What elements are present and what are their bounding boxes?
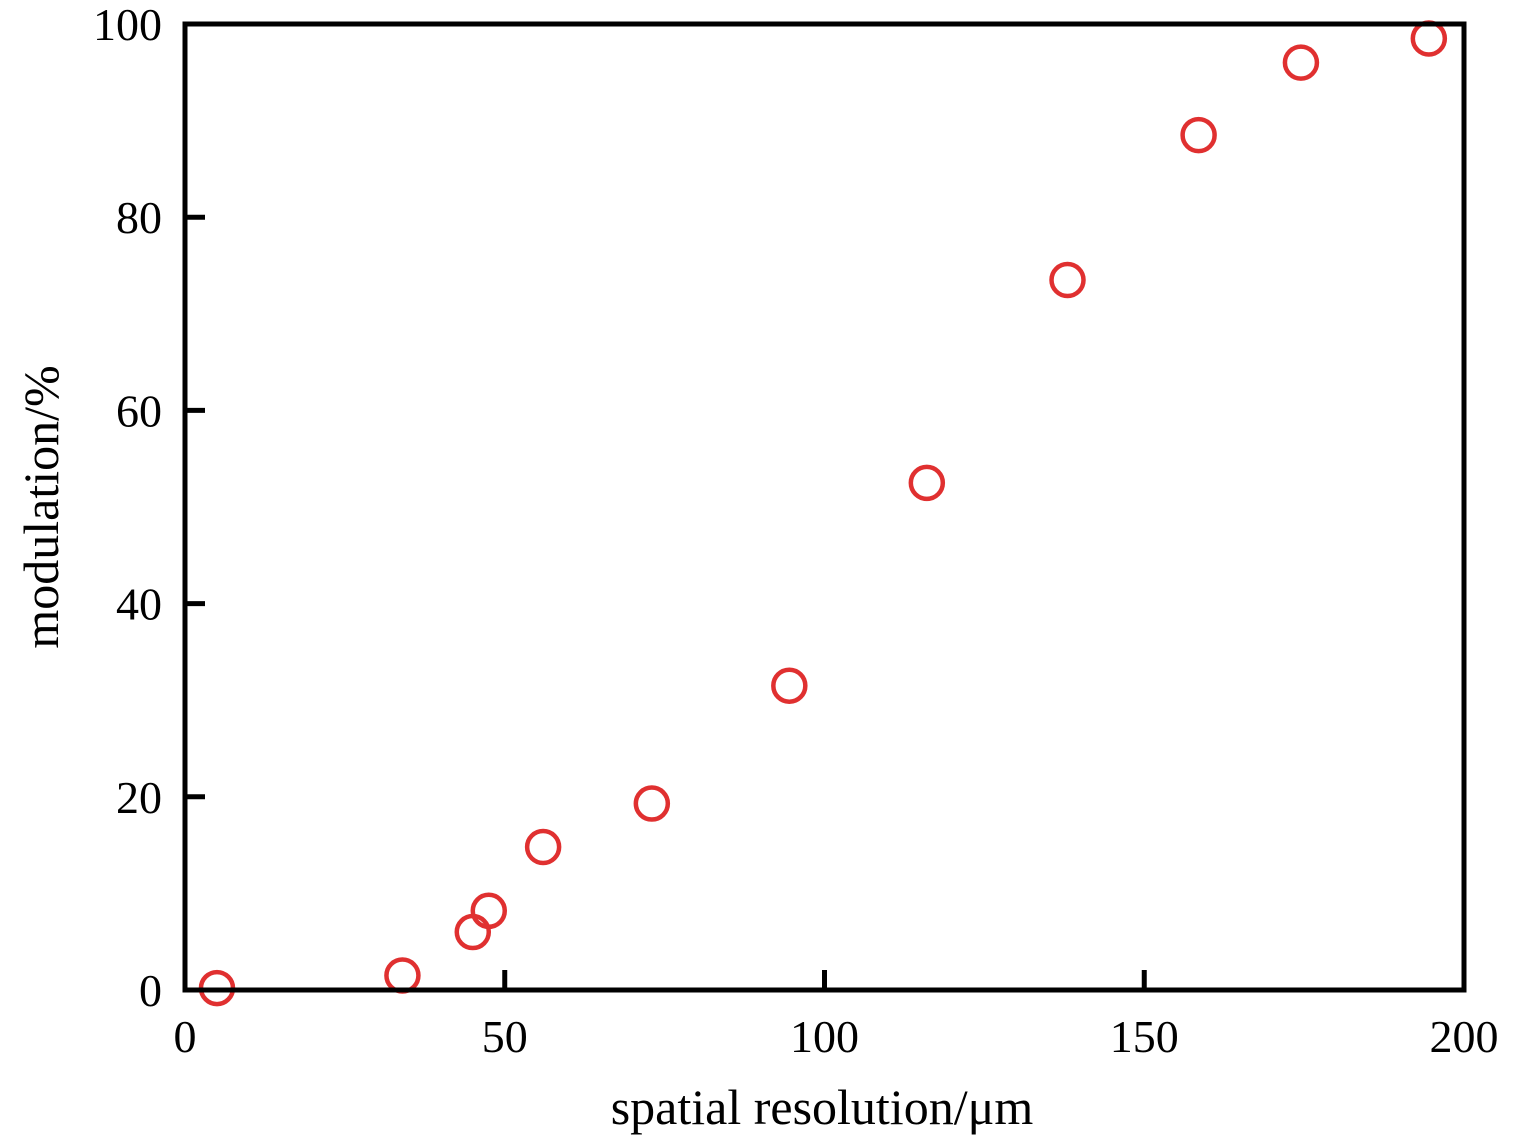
y-tick-label: 80 [116,192,162,243]
data-point [524,828,562,866]
x-axis-title: spatial resolution/μm [611,1079,1034,1135]
y-tick-label: 60 [116,385,162,436]
data-point [454,913,492,951]
x-tick-label: 50 [482,1011,528,1062]
data-point [1180,116,1217,154]
data-point [908,464,946,502]
data-points [198,20,1448,1007]
data-point [1410,20,1448,57]
axis-ticks [185,214,1147,990]
x-tick-label: 200 [1430,1011,1499,1062]
x-tick-label: 150 [1110,1011,1179,1062]
data-point [771,667,808,704]
data-point [470,892,508,930]
data-point [1049,261,1086,299]
y-tick-label: 0 [139,965,162,1016]
data-point [1282,44,1320,81]
x-tick-label: 0 [174,1011,197,1062]
y-tick-label: 20 [116,772,162,823]
data-point [633,785,671,822]
y-tick-label: 40 [116,579,162,630]
data-point [384,957,421,994]
plot-frame [182,21,1467,993]
x-tick-label: 100 [790,1011,859,1062]
y-axis-title: modulation/% [13,365,69,648]
axis-tick-labels: 0 50 100 150 200 0 20 40 60 80 100 [93,0,1499,1062]
y-tick-label: 100 [93,0,162,50]
